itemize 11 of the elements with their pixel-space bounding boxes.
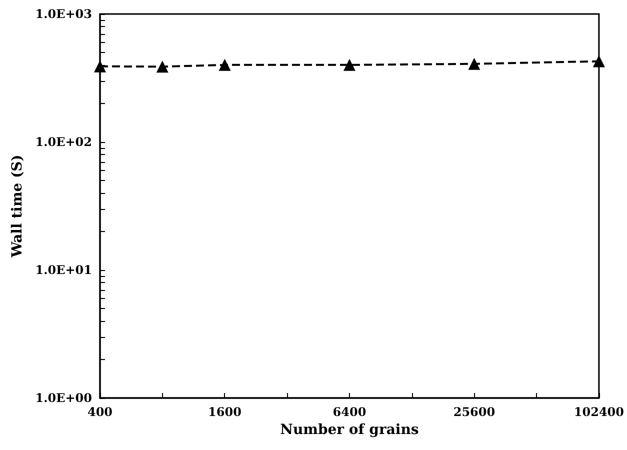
x-tick-label: 1600: [208, 405, 242, 419]
x-tick-label: 102400: [574, 405, 624, 419]
y-tick-label: 1.0E+01: [35, 263, 92, 277]
x-tick-label: 400: [87, 405, 113, 419]
x-tick-label: 6400: [332, 405, 366, 419]
y-tick-label: 1.0E+02: [35, 135, 92, 149]
x-axis-title: Number of grains: [280, 422, 419, 438]
y-tick-label: 1.0E+00: [35, 391, 92, 405]
x-tick-label: 25600: [453, 405, 496, 419]
y-tick-label: 1.0E+03: [35, 7, 92, 21]
y-axis-title: Wall time (S): [9, 154, 26, 258]
